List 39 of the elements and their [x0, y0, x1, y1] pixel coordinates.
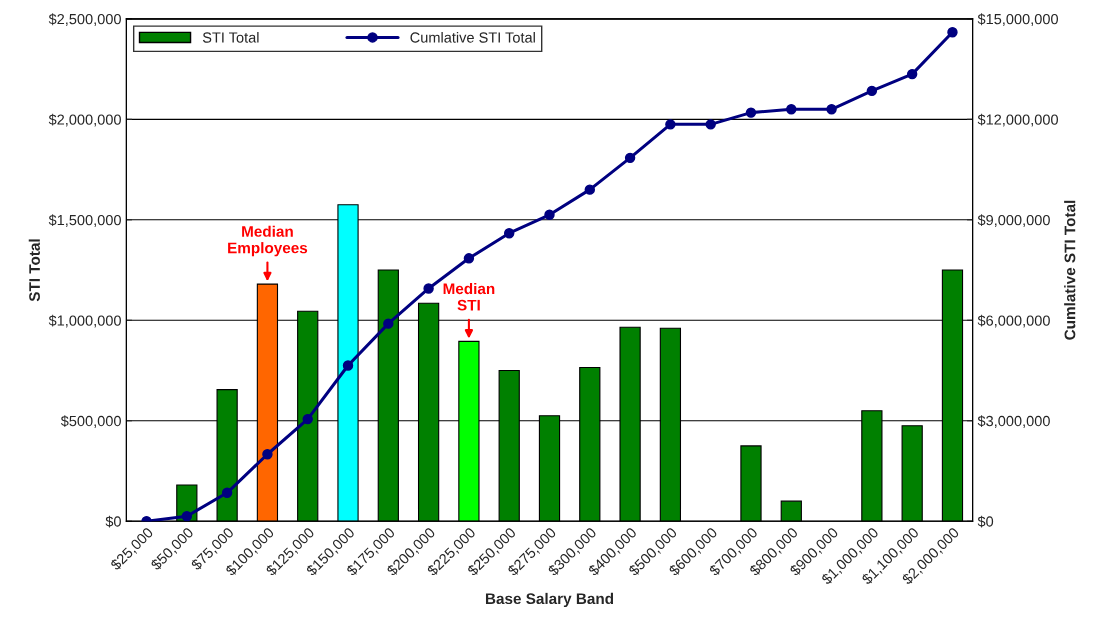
legend-label: Cumlative STI Total [410, 31, 535, 43]
point [383, 318, 394, 329]
point [463, 253, 475, 264]
x-axis-title: Base Salary Band [485, 592, 614, 608]
point [826, 104, 837, 115]
point [906, 68, 918, 80]
point [221, 487, 233, 498]
y-tick-label: $1,000,000 [48, 314, 121, 328]
point [866, 85, 878, 97]
y2-tick-label: $6,000,000 [977, 314, 1050, 328]
point [342, 360, 354, 371]
point [544, 209, 555, 220]
y2-tick-label: $3,000,000 [977, 415, 1050, 428]
point [786, 104, 797, 115]
y2-tick-label: $12,000,000 [977, 113, 1058, 127]
y-tick-label: $500,000 [60, 415, 121, 428]
y-tick-label: $2,500,000 [48, 13, 121, 26]
y-tick-label: $0 [105, 515, 121, 528]
point [302, 413, 313, 425]
point [503, 227, 515, 239]
point [705, 119, 716, 130]
y2-axis-title: Cumlative STI Total [1064, 200, 1076, 340]
point [745, 107, 757, 118]
y2-tick-label: $0 [977, 515, 994, 528]
point [665, 119, 676, 130]
legend-label: STI Total [202, 31, 259, 43]
point [423, 283, 434, 294]
point [181, 511, 193, 522]
point [584, 184, 596, 195]
y2-tick-label: $9,000,000 [977, 214, 1050, 227]
y2-tick-label: $15,000,000 [977, 13, 1058, 26]
y-axis-title: STI Total [28, 239, 40, 302]
point [262, 449, 273, 460]
point [624, 152, 636, 164]
y-tick-label: $2,000,000 [48, 113, 121, 127]
y-tick-label: $1,500,000 [48, 214, 121, 227]
annotation: Median Employees [228, 225, 308, 257]
point [947, 27, 958, 38]
annotation: Median STI [443, 282, 495, 311]
